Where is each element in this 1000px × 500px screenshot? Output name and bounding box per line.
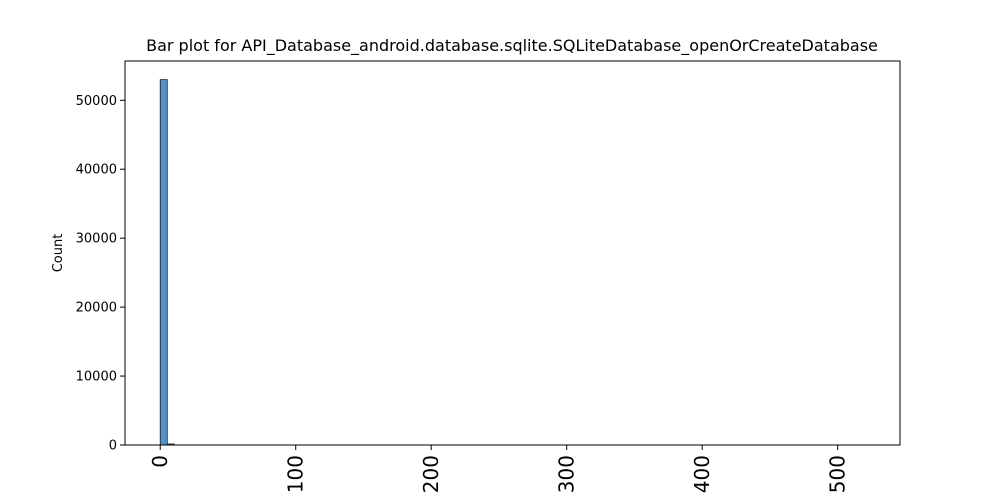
y-tick-label: 10000: [76, 370, 117, 385]
y-axis: 0 10000 20000 30000 40000 50000: [76, 94, 125, 454]
x-tick-label: 400: [690, 455, 714, 493]
x-tick-label: 200: [419, 455, 443, 493]
x-tick-label: 300: [555, 455, 579, 493]
y-tick-label: 20000: [76, 301, 117, 316]
y-axis-label: Count: [51, 234, 66, 273]
y-tick-label: 40000: [76, 163, 117, 178]
y-tick-label: 30000: [76, 232, 117, 247]
bars-group: [159, 79, 175, 446]
x-tick-label: 500: [826, 455, 850, 493]
x-tick-label: 100: [284, 455, 308, 493]
bar-0: [159, 79, 168, 446]
x-axis: 0 100 200 300 400 500: [148, 445, 850, 493]
chart-title: Bar plot for API_Database_android.databa…: [146, 36, 878, 56]
y-tick-label: 50000: [76, 94, 117, 109]
plot-frame: [124, 60, 901, 446]
y-tick-label: 0: [109, 439, 117, 454]
x-tick-label: 0: [148, 455, 172, 468]
